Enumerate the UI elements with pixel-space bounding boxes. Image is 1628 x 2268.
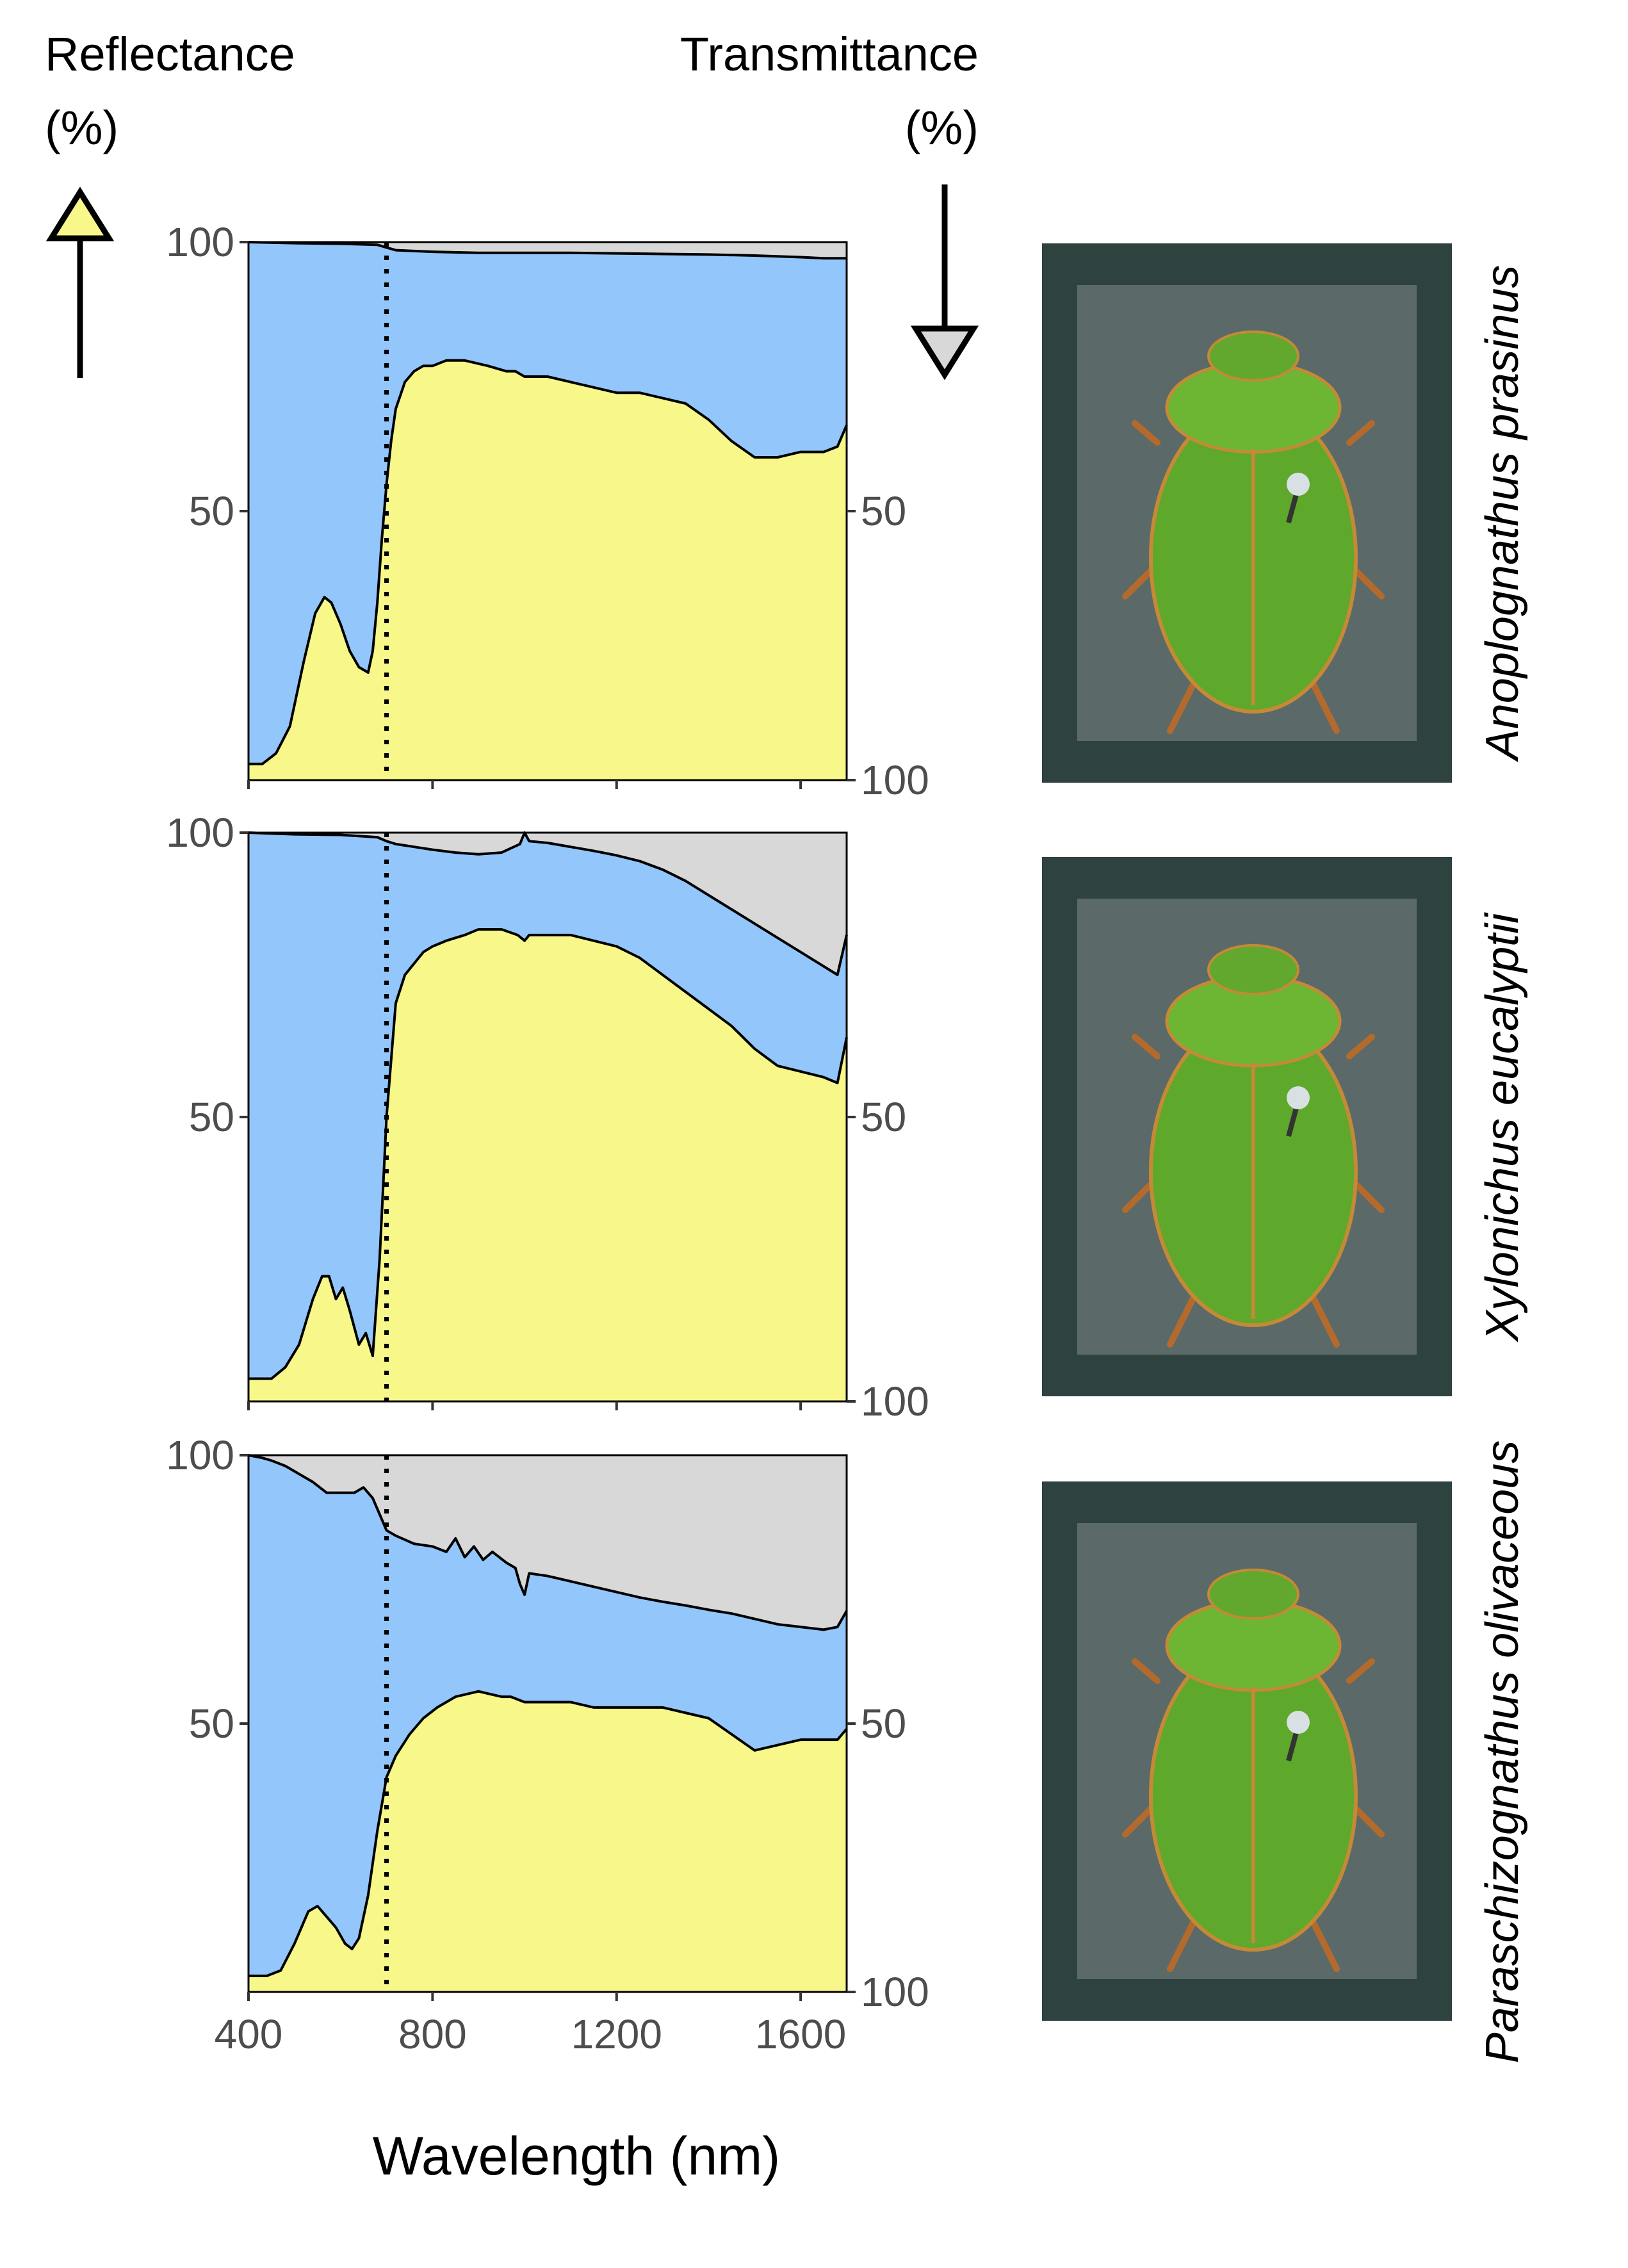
x-axis-tick-label: 400 [215, 2011, 283, 2057]
pin-head [1287, 1711, 1310, 1734]
transmittance-area [248, 833, 847, 975]
beetle-legs [1122, 420, 1385, 734]
x-axis-title: Wavelength (nm) [373, 2126, 780, 2186]
absorptance-area [248, 1455, 847, 1976]
transmittance-axis-title: Transmittance [680, 28, 979, 81]
reflectance-curve [248, 1690, 848, 1977]
reflectance-up-arrow-icon [45, 186, 115, 378]
absorptance-area [248, 833, 847, 1379]
specimen-photos: Anoplognathus prasinus Xylonichus eucalyp… [1042, 243, 1528, 2063]
transmittance-axis-unit: (%) [905, 101, 979, 154]
pin-head [1287, 473, 1310, 496]
reflectance-axis-unit: (%) [45, 101, 118, 154]
spectrum-panel: 50 100 50 100 400 800 1200 1600 [166, 1432, 929, 2057]
transmittance-curve [248, 241, 847, 260]
right-axis-tick-label: 50 [861, 1094, 906, 1140]
left-axis-tick-label: 50 [189, 1701, 234, 1747]
beetle-head [1207, 1569, 1299, 1620]
x-axis-tick-label: 1200 [571, 2011, 662, 2057]
reflectance-area [248, 360, 847, 780]
right-axis-tick-label: 50 [861, 488, 906, 534]
beetle-head [1207, 944, 1299, 995]
reflectance-axis-title: Reflectance [45, 28, 295, 81]
species-label: Anoplognathus prasinus [1477, 265, 1528, 763]
right-axis-tick-label: 100 [861, 1378, 929, 1424]
x-axis-tick-label: 800 [398, 2011, 467, 2057]
spectrum-panel: 50 100 50 100 [166, 810, 929, 1424]
reflectance-curve [248, 359, 848, 765]
left-axis-tick-label: 100 [166, 810, 234, 856]
pin-head [1287, 1086, 1310, 1109]
x-axis-tick-label: 1600 [755, 2011, 846, 2057]
absorptance-area [248, 242, 847, 764]
reflectance-curve [248, 927, 848, 1380]
beetle-legs [1122, 1658, 1385, 1972]
left-axis-tick-label: 100 [166, 219, 234, 265]
specimen-photo [1042, 1481, 1452, 2021]
chart-panels: 50 100 50 100 50 100 50 100 50 100 50 100 400 800 1200… [166, 219, 929, 2057]
reflectance-area [248, 929, 847, 1401]
right-axis-tick-label: 50 [861, 1701, 906, 1747]
transmittance-curve [248, 1454, 848, 1631]
left-axis-tick-label: 50 [189, 1094, 234, 1140]
transmittance-curve [248, 831, 848, 976]
species-label: Xylonichus eucalyptii [1477, 912, 1528, 1342]
specimen-photo [1042, 243, 1452, 783]
right-axis-tick-label: 100 [861, 757, 929, 803]
reflectance-area [248, 1691, 847, 1992]
transmittance-down-arrow-icon [910, 184, 979, 380]
beetle-head [1207, 330, 1299, 382]
specimen-photo [1042, 857, 1452, 1396]
left-axis-tick-label: 100 [166, 1432, 234, 1478]
species-label: Paraschizognathus olivaceous [1477, 1440, 1528, 2064]
left-axis-tick-label: 50 [189, 488, 234, 534]
beetle-legs [1122, 1034, 1385, 1348]
spectrum-panel: 50 100 50 100 [166, 219, 929, 803]
transmittance-area [248, 1455, 847, 1630]
right-axis-tick-label: 100 [861, 1969, 929, 2015]
